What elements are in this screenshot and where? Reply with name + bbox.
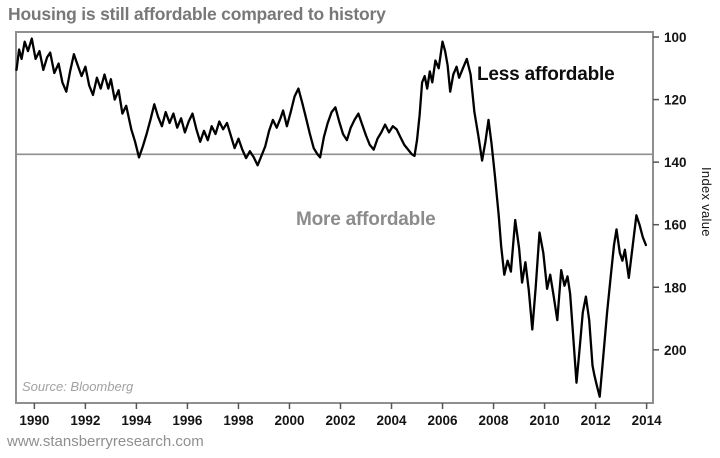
x-tick-label: 2002 bbox=[325, 413, 355, 428]
annotation-more-affordable: More affordable bbox=[296, 209, 436, 230]
x-tick-label: 2010 bbox=[530, 413, 560, 428]
x-tick-label: 2000 bbox=[274, 413, 304, 428]
x-tick-label: 2004 bbox=[376, 413, 407, 428]
source-note: Source: Bloomberg bbox=[22, 379, 134, 394]
y-tick-label: 160 bbox=[664, 218, 687, 233]
x-tick-label: 2012 bbox=[581, 413, 611, 428]
x-tick-label: 2006 bbox=[428, 413, 459, 428]
plot-frame bbox=[15, 31, 654, 404]
x-tick-label: 1994 bbox=[121, 413, 152, 428]
website-url: www.stansberryresearch.com bbox=[7, 433, 204, 450]
y-tick-label: 140 bbox=[664, 155, 687, 170]
x-tick-label: 1990 bbox=[19, 413, 49, 428]
x-tick-label: 2014 bbox=[632, 413, 663, 428]
y-tick-label: 100 bbox=[664, 30, 687, 45]
x-tick-label: 2008 bbox=[479, 413, 510, 428]
y-tick-label: 200 bbox=[664, 343, 687, 358]
y-tick-label: 180 bbox=[664, 280, 687, 295]
x-tick-label: 1992 bbox=[70, 413, 100, 428]
y-tick-label: 120 bbox=[664, 93, 687, 108]
y-axis-title: Index value bbox=[699, 167, 714, 237]
chart-title: Housing is still affordable compared to … bbox=[8, 4, 386, 24]
x-tick-label: 1998 bbox=[223, 413, 254, 428]
annotation-less-affordable: Less affordable bbox=[477, 64, 615, 85]
x-tick-label: 1996 bbox=[172, 413, 203, 428]
affordability-line bbox=[15, 37, 648, 398]
